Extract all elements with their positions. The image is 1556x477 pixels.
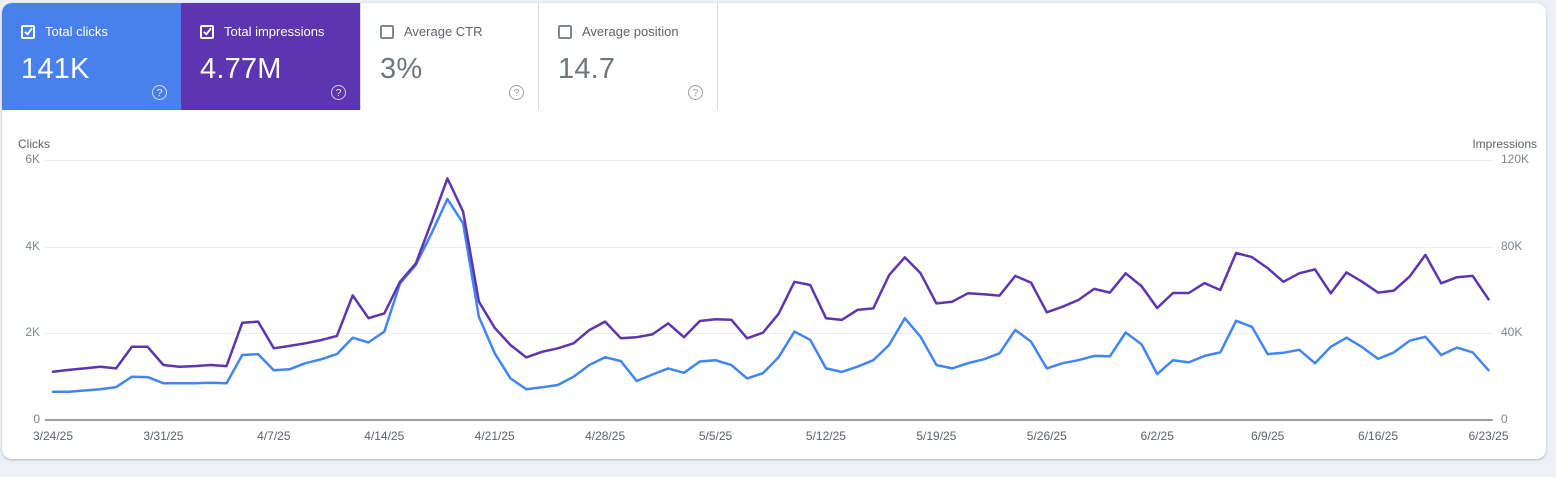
gridline (45, 247, 1493, 248)
metric-tile-total-impressions[interactable]: Total impressions 4.77M ? (181, 3, 360, 110)
right-axis-tick: 0 (1501, 412, 1508, 426)
x-axis-date-label: 5/19/25 (916, 429, 957, 443)
average-position-value: 14.7 (558, 53, 616, 85)
gridline (45, 160, 1493, 161)
left-axis-tick: 6K (25, 152, 40, 166)
x-axis-line (45, 419, 1493, 421)
left-axis-title: Clicks (18, 137, 50, 151)
metric-tiles: Total clicks 141K ? Total impressions 4.… (2, 3, 718, 110)
total-impressions-label: Total impressions (224, 24, 325, 39)
average-position-label: Average position (582, 24, 679, 39)
right-axis-tick: 120K (1501, 152, 1530, 166)
x-axis-date-label: 3/31/25 (143, 429, 184, 443)
metric-tile-average-position[interactable]: Average position 14.7 ? (539, 3, 718, 110)
help-icon[interactable]: ? (688, 85, 703, 100)
average-position-checkbox[interactable] (558, 24, 572, 39)
left-axis-tick: 2K (25, 325, 40, 340)
right-axis-title: Impressions (1472, 137, 1537, 151)
x-axis-date-label: 5/12/25 (805, 429, 846, 443)
total-clicks-checkbox[interactable] (21, 24, 35, 39)
total-impressions-checkbox[interactable] (200, 24, 214, 39)
total-clicks-label: Total clicks (45, 24, 108, 39)
x-axis-date-label: 6/23/25 (1468, 429, 1509, 443)
x-axis-date-label: 6/9/25 (1250, 429, 1285, 443)
x-axis-date-label: 4/21/25 (474, 429, 515, 443)
average-ctr-label: Average CTR (404, 24, 483, 39)
metric-tile-average-ctr[interactable]: Average CTR 3% ? (360, 3, 539, 110)
checkmark-icon (202, 27, 212, 36)
x-axis-date-label: 5/5/25 (698, 429, 733, 443)
x-axis-date-label: 6/16/25 (1358, 429, 1399, 443)
x-axis-date-label: 6/2/25 (1140, 429, 1174, 443)
x-axis-date-label: 4/14/25 (364, 429, 405, 443)
left-axis-tick: 4K (25, 238, 40, 253)
help-icon[interactable]: ? (331, 85, 346, 100)
average-ctr-checkbox[interactable] (380, 24, 394, 39)
help-icon[interactable]: ? (152, 85, 167, 100)
x-axis-date-label: 5/26/25 (1026, 429, 1067, 443)
gridline (45, 333, 1493, 334)
left-axis-tick: 0 (33, 412, 40, 426)
right-axis-tick: 80K (1501, 238, 1523, 253)
metric-tile-total-clicks[interactable]: Total clicks 141K ? (2, 3, 181, 110)
x-axis-date-label: 4/28/25 (585, 429, 626, 443)
average-ctr-value: 3% (380, 53, 423, 85)
total-impressions-value: 4.77M (200, 53, 282, 85)
right-axis-tick: 40K (1501, 325, 1523, 340)
x-axis-date-label: 3/24/25 (32, 429, 74, 443)
help-icon[interactable]: ? (509, 85, 524, 100)
checkmark-icon (23, 27, 33, 36)
total-clicks-value: 141K (21, 53, 90, 85)
x-axis-date-label: 4/7/25 (257, 429, 291, 443)
